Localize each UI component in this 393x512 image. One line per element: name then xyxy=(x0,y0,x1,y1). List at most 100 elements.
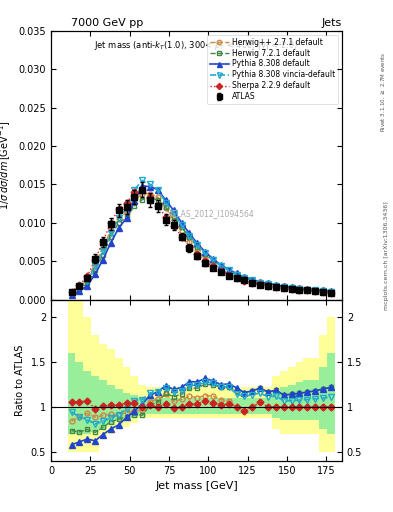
Sherpa 2.2.9 default xyxy=(163,214,168,220)
Sherpa 2.2.9 default xyxy=(179,233,184,240)
Herwig++ 2.7.1 default xyxy=(156,194,160,200)
Herwig++ 2.7.1 default xyxy=(274,284,278,290)
Herwig 7.2.1 default xyxy=(85,281,90,287)
Herwig 7.2.1 default xyxy=(148,194,152,200)
Pythia 8.308 vincia-default xyxy=(329,289,333,295)
Sherpa 2.2.9 default xyxy=(140,187,145,193)
Text: mcplots.cern.ch [arXiv:1306.3436]: mcplots.cern.ch [arXiv:1306.3436] xyxy=(384,202,389,310)
Herwig 7.2.1 default xyxy=(69,291,74,297)
Line: Pythia 8.308 vincia-default: Pythia 8.308 vincia-default xyxy=(69,178,334,295)
Herwig 7.2.1 default xyxy=(203,251,208,257)
Pythia 8.308 vincia-default xyxy=(156,187,160,193)
Pythia 8.308 vincia-default xyxy=(313,287,318,293)
Herwig 7.2.1 default xyxy=(101,252,105,258)
Pythia 8.308 default xyxy=(132,198,137,204)
Pythia 8.308 default xyxy=(163,197,168,203)
Pythia 8.308 default xyxy=(289,284,294,290)
Pythia 8.308 default xyxy=(329,288,333,294)
Line: Herwig 7.2.1 default: Herwig 7.2.1 default xyxy=(69,195,333,296)
Herwig 7.2.1 default xyxy=(258,279,263,285)
Herwig++ 2.7.1 default xyxy=(258,281,263,287)
Herwig 7.2.1 default xyxy=(124,214,129,220)
Herwig 7.2.1 default xyxy=(93,267,97,273)
Pythia 8.308 default xyxy=(156,187,160,193)
Sherpa 2.2.9 default xyxy=(313,288,318,294)
Sherpa 2.2.9 default xyxy=(77,282,82,288)
Pythia 8.308 vincia-default xyxy=(77,284,82,290)
Pythia 8.308 vincia-default xyxy=(187,232,192,239)
Herwig 7.2.1 default xyxy=(77,286,82,292)
Pythia 8.308 vincia-default xyxy=(163,200,168,206)
Y-axis label: $1/\sigma\,d\sigma/dm\,[\mathrm{GeV}^{-1}]$: $1/\sigma\,d\sigma/dm\,[\mathrm{GeV}^{-1… xyxy=(0,120,13,210)
Sherpa 2.2.9 default xyxy=(266,283,270,289)
Pythia 8.308 vincia-default xyxy=(132,187,137,193)
Herwig 7.2.1 default xyxy=(171,214,176,220)
Pythia 8.308 vincia-default xyxy=(179,222,184,228)
Herwig++ 2.7.1 default xyxy=(305,287,310,293)
Herwig 7.2.1 default xyxy=(140,197,145,203)
Sherpa 2.2.9 default xyxy=(242,278,247,284)
Pythia 8.308 default xyxy=(211,255,215,262)
Pythia 8.308 default xyxy=(321,287,325,293)
Herwig 7.2.1 default xyxy=(321,287,325,293)
Pythia 8.308 default xyxy=(258,279,263,285)
Pythia 8.308 vincia-default xyxy=(297,286,302,292)
Sherpa 2.2.9 default xyxy=(187,244,192,250)
Pythia 8.308 vincia-default xyxy=(242,275,247,281)
Pythia 8.308 vincia-default xyxy=(250,278,255,284)
Text: ATLAS_2012_I1094564: ATLAS_2012_I1094564 xyxy=(168,209,254,218)
Herwig++ 2.7.1 default xyxy=(281,285,286,291)
Herwig++ 2.7.1 default xyxy=(101,244,105,250)
Pythia 8.308 vincia-default xyxy=(93,263,97,269)
Sherpa 2.2.9 default xyxy=(148,194,152,200)
Herwig++ 2.7.1 default xyxy=(313,288,318,294)
Herwig++ 2.7.1 default xyxy=(140,190,145,197)
Pythia 8.308 default xyxy=(274,282,278,288)
Pythia 8.308 default xyxy=(124,215,129,221)
Pythia 8.308 vincia-default xyxy=(274,283,278,289)
Pythia 8.308 default xyxy=(69,292,74,298)
Herwig++ 2.7.1 default xyxy=(116,215,121,221)
Herwig 7.2.1 default xyxy=(242,274,247,281)
Sherpa 2.2.9 default xyxy=(329,289,333,295)
Pythia 8.308 default xyxy=(77,288,82,294)
Herwig++ 2.7.1 default xyxy=(148,190,152,197)
Pythia 8.308 vincia-default xyxy=(203,250,208,257)
Pythia 8.308 vincia-default xyxy=(124,206,129,212)
Pythia 8.308 default xyxy=(116,225,121,231)
Sherpa 2.2.9 default xyxy=(211,263,215,269)
Herwig++ 2.7.1 default xyxy=(77,284,82,290)
Pythia 8.308 vincia-default xyxy=(148,181,152,187)
Sherpa 2.2.9 default xyxy=(281,285,286,291)
Pythia 8.308 vincia-default xyxy=(258,280,263,286)
Herwig++ 2.7.1 default xyxy=(289,286,294,292)
Sherpa 2.2.9 default xyxy=(124,200,129,206)
Pythia 8.308 vincia-default xyxy=(171,210,176,216)
Herwig 7.2.1 default xyxy=(195,244,200,250)
Sherpa 2.2.9 default xyxy=(219,268,223,274)
Pythia 8.308 vincia-default xyxy=(219,263,223,269)
Herwig 7.2.1 default xyxy=(250,276,255,283)
Pythia 8.308 vincia-default xyxy=(234,272,239,278)
Pythia 8.308 vincia-default xyxy=(140,178,145,184)
Herwig 7.2.1 default xyxy=(281,284,286,290)
Pythia 8.308 default xyxy=(179,220,184,226)
Herwig 7.2.1 default xyxy=(234,271,239,278)
Herwig++ 2.7.1 default xyxy=(108,227,113,233)
Herwig++ 2.7.1 default xyxy=(250,280,255,286)
Text: 7000 GeV pp: 7000 GeV pp xyxy=(71,18,143,28)
Text: Rivet 3.1.10, $\geq$ 2.7M events: Rivet 3.1.10, $\geq$ 2.7M events xyxy=(380,52,387,133)
Pythia 8.308 default xyxy=(148,184,152,190)
Herwig++ 2.7.1 default xyxy=(226,271,231,278)
Line: Sherpa 2.2.9 default: Sherpa 2.2.9 default xyxy=(69,187,333,295)
Herwig 7.2.1 default xyxy=(226,267,231,273)
Pythia 8.308 default xyxy=(281,284,286,290)
Herwig 7.2.1 default xyxy=(329,288,333,294)
Herwig++ 2.7.1 default xyxy=(69,290,74,296)
Herwig 7.2.1 default xyxy=(179,224,184,230)
Herwig 7.2.1 default xyxy=(108,233,113,240)
Herwig 7.2.1 default xyxy=(156,197,160,203)
Pythia 8.308 vincia-default xyxy=(305,286,310,292)
Pythia 8.308 vincia-default xyxy=(266,281,270,287)
Herwig 7.2.1 default xyxy=(187,234,192,241)
